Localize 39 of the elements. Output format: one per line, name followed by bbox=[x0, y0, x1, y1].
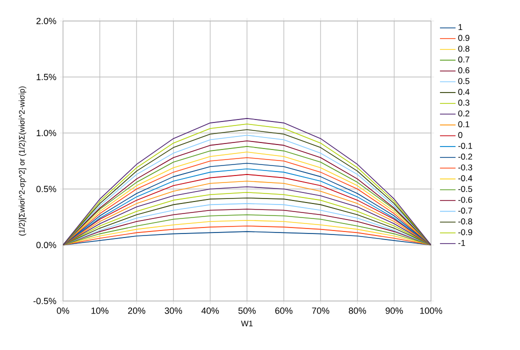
x-tick-label: 100% bbox=[420, 308, 442, 314]
y-tick-label: -0.5% bbox=[33, 298, 56, 304]
legend-label: -0.4 bbox=[458, 175, 472, 182]
legend-label: 0.4 bbox=[458, 88, 470, 95]
x-tick-label: 30% bbox=[164, 308, 182, 314]
legend-label: -0.1 bbox=[458, 142, 472, 149]
legend-label: 0.1 bbox=[458, 121, 470, 128]
legend-label: 0.7 bbox=[458, 56, 470, 62]
y-tick-label: 1.5% bbox=[36, 74, 56, 80]
legend-label: 0.6 bbox=[458, 67, 470, 74]
legend-label: 0.8 bbox=[458, 46, 470, 52]
legend-label: -0.2 bbox=[458, 154, 472, 160]
legend-label: -0.8 bbox=[458, 218, 472, 224]
y-tick-label: 0.0% bbox=[36, 242, 56, 248]
line-series bbox=[63, 220, 432, 246]
legend-label: -1 bbox=[458, 240, 466, 246]
legend-label: -0.3 bbox=[458, 164, 472, 170]
y-tick-label: 0.5% bbox=[36, 186, 56, 192]
legend-label: -0.6 bbox=[458, 196, 472, 203]
legend-label: 0.2 bbox=[458, 110, 470, 116]
x-tick-label: 60% bbox=[275, 308, 292, 314]
legend-label: 1 bbox=[458, 24, 462, 30]
legend-label: 0.9 bbox=[458, 34, 470, 41]
x-tick-label: 90% bbox=[386, 308, 403, 314]
legend-label: -0.5 bbox=[458, 186, 472, 192]
legend-label: 0 bbox=[458, 132, 462, 138]
legend-label: 0.5 bbox=[458, 78, 470, 84]
legend-label: -0.7 bbox=[458, 208, 472, 214]
x-tick-label: 70% bbox=[312, 308, 330, 314]
y-tick-label: 1.0% bbox=[36, 130, 56, 136]
legend-label: 0.3 bbox=[458, 100, 470, 106]
x-tick-label: 0% bbox=[56, 308, 70, 314]
x-tick-label: 10% bbox=[92, 308, 108, 314]
y-tick-label: 2.0% bbox=[36, 18, 56, 24]
x-tick-label: 40% bbox=[201, 308, 219, 314]
x-tick-label: 50% bbox=[238, 308, 256, 314]
x-tick-label: 20% bbox=[128, 308, 146, 314]
x-tick-label: 80% bbox=[348, 308, 366, 314]
legend-label: -0.9 bbox=[458, 229, 472, 236]
